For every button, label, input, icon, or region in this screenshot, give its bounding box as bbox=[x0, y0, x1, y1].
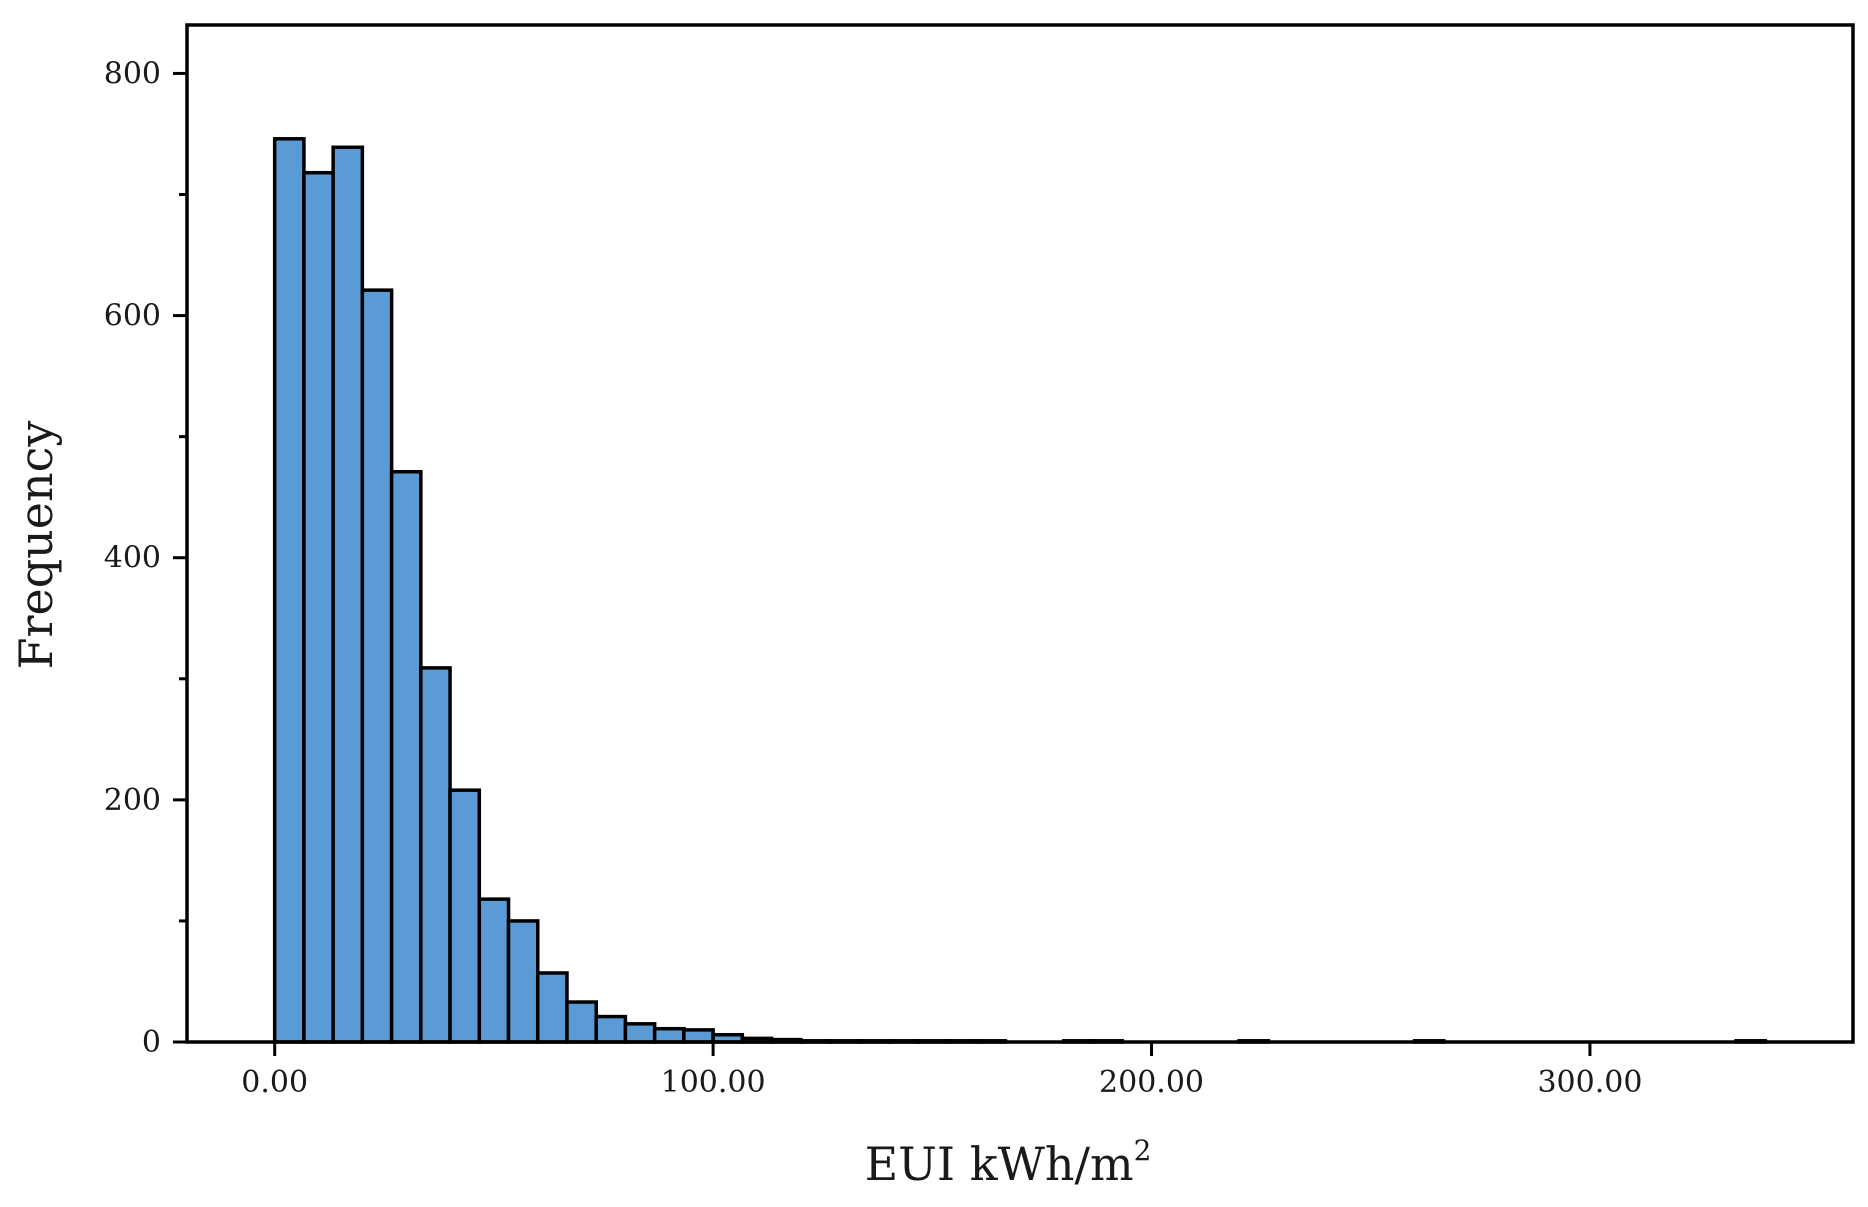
x-axis-title-text: EUI kWh/m bbox=[865, 1137, 1134, 1191]
histogram-bar-11 bbox=[594, 1014, 628, 1044]
x-axis-title-superscript: 2 bbox=[1134, 1134, 1152, 1167]
x-axis-title: EUI kWh/m2 bbox=[865, 1134, 1152, 1191]
x-tick-label-1: 100.00 bbox=[661, 1065, 766, 1100]
histogram-bar-13 bbox=[652, 1026, 686, 1044]
y-tick-label-2: 400 bbox=[104, 541, 161, 576]
histogram-bar-9 bbox=[535, 971, 569, 1044]
histogram-bar-2 bbox=[331, 145, 365, 1044]
plot-frame bbox=[185, 23, 1855, 1044]
histogram-bar-1 bbox=[302, 170, 335, 1044]
x-tick-label-2: 200.00 bbox=[1099, 1065, 1204, 1100]
y-axis: 0 200 400 600 800 bbox=[104, 56, 187, 1060]
x-tick-label-3: 300.00 bbox=[1537, 1065, 1642, 1100]
histogram-bar-5 bbox=[419, 666, 452, 1044]
histogram-bar-7 bbox=[477, 897, 511, 1044]
y-tick-label-3: 600 bbox=[104, 299, 161, 334]
histogram-bar-14 bbox=[682, 1028, 715, 1044]
histogram-bar-8 bbox=[506, 919, 540, 1044]
y-axis-title: Frequency bbox=[9, 421, 63, 670]
x-axis: 0.00 100.00 200.00 300.00 bbox=[241, 1042, 1642, 1100]
histogram-bar-0 bbox=[272, 137, 306, 1044]
histogram-bars bbox=[272, 137, 1768, 1044]
y-tick-label-1: 200 bbox=[104, 783, 161, 818]
y-tick-label-0: 0 bbox=[142, 1025, 161, 1060]
y-tick-label-4: 800 bbox=[104, 56, 161, 91]
histogram-bar-3 bbox=[360, 288, 394, 1044]
histogram-bar-12 bbox=[623, 1022, 657, 1044]
histogram-bar-4 bbox=[389, 470, 423, 1044]
histogram-bar-6 bbox=[448, 788, 482, 1044]
histogram-bar-10 bbox=[565, 1000, 598, 1044]
x-tick-label-0: 0.00 bbox=[241, 1065, 308, 1100]
